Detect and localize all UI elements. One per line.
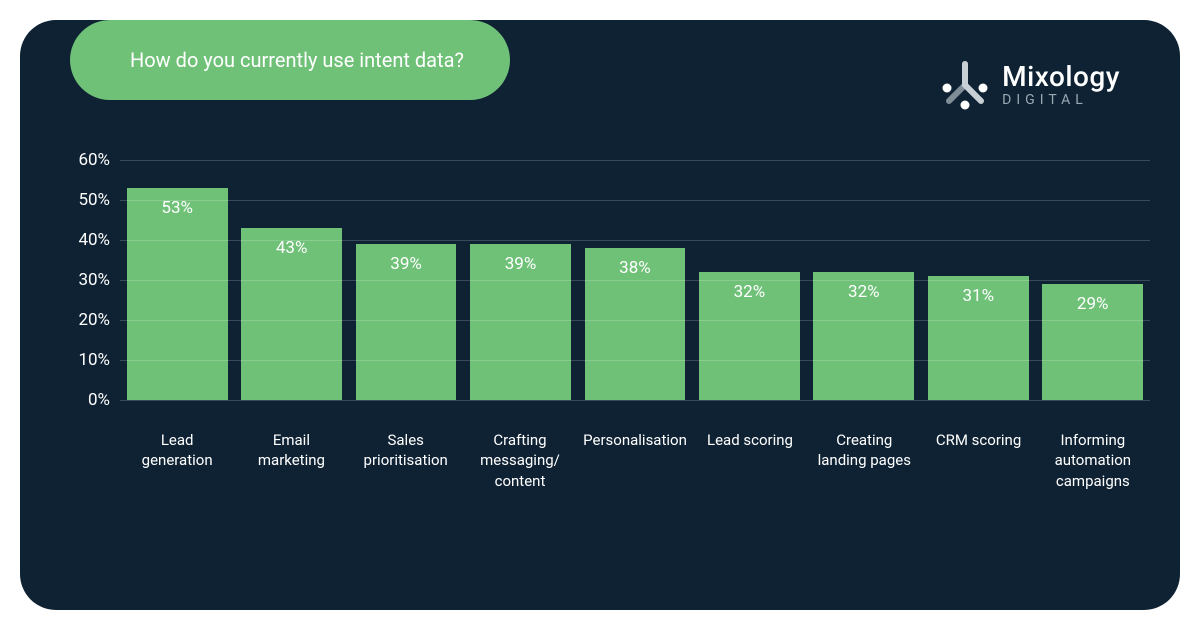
brand-logo: Mixology DIGITAL bbox=[940, 60, 1120, 110]
y-axis-label: 0% bbox=[65, 390, 110, 410]
y-axis-label: 40% bbox=[65, 230, 110, 250]
x-axis-label: Personalisation bbox=[577, 430, 693, 491]
bar: 29% bbox=[1042, 284, 1143, 400]
bar-value-label: 32% bbox=[848, 282, 880, 302]
brand-subtitle: DIGITAL bbox=[1002, 93, 1120, 107]
bar-value-label: 29% bbox=[1077, 294, 1109, 314]
bar-chart: 53% 43% 39% 39% 38% 32% 32% 31% 29% Lead generat… bbox=[65, 160, 1150, 580]
x-axis-label: Sales prioritisation bbox=[349, 430, 463, 491]
x-axis-label: Email marketing bbox=[234, 430, 348, 491]
gridline bbox=[120, 160, 1150, 161]
bar: 31% bbox=[928, 276, 1029, 400]
brand-mark-icon bbox=[940, 60, 990, 110]
bar-value-label: 32% bbox=[734, 282, 766, 302]
y-axis-label: 30% bbox=[65, 270, 110, 290]
bar: 39% bbox=[356, 244, 457, 400]
bar: 32% bbox=[813, 272, 914, 400]
gridline bbox=[120, 280, 1150, 281]
chart-plot-area: 53% 43% 39% 39% 38% 32% 32% 31% 29% bbox=[120, 160, 1150, 400]
x-axis-label: Creating landing pages bbox=[807, 430, 921, 491]
bar-value-label: 31% bbox=[962, 286, 994, 306]
x-axis-label: Informing automation campaigns bbox=[1036, 430, 1150, 491]
bar-value-label: 39% bbox=[505, 254, 537, 274]
brand-text: Mixology DIGITAL bbox=[1002, 63, 1120, 107]
title-text: How do you currently use intent data? bbox=[130, 48, 464, 72]
y-axis-label: 60% bbox=[65, 150, 110, 170]
gridline bbox=[120, 400, 1150, 401]
gridline bbox=[120, 320, 1150, 321]
card-panel: How do you currently use intent data? Mi… bbox=[20, 20, 1180, 610]
brand-name: Mixology bbox=[1002, 63, 1120, 91]
title-pill: How do you currently use intent data? bbox=[70, 20, 510, 100]
gridline bbox=[120, 240, 1150, 241]
bar: 38% bbox=[585, 248, 686, 400]
y-axis-label: 50% bbox=[65, 190, 110, 210]
x-axis-label: Crafting messaging/ content bbox=[463, 430, 577, 491]
x-axis-labels: Lead generationEmail marketingSales prio… bbox=[120, 430, 1150, 491]
bar-value-label: 39% bbox=[390, 254, 422, 274]
bar-value-label: 53% bbox=[161, 198, 193, 218]
bar-value-label: 38% bbox=[619, 258, 651, 278]
x-axis-label: Lead scoring bbox=[693, 430, 807, 491]
y-axis-label: 10% bbox=[65, 350, 110, 370]
x-axis-label: CRM scoring bbox=[921, 430, 1035, 491]
x-axis-label: Lead generation bbox=[120, 430, 234, 491]
gridline bbox=[120, 200, 1150, 201]
gridline bbox=[120, 360, 1150, 361]
bar: 53% bbox=[127, 188, 228, 400]
bar: 32% bbox=[699, 272, 800, 400]
bar: 39% bbox=[470, 244, 571, 400]
y-axis-label: 20% bbox=[65, 310, 110, 330]
bar-value-label: 43% bbox=[276, 238, 308, 258]
bar: 43% bbox=[241, 228, 342, 400]
